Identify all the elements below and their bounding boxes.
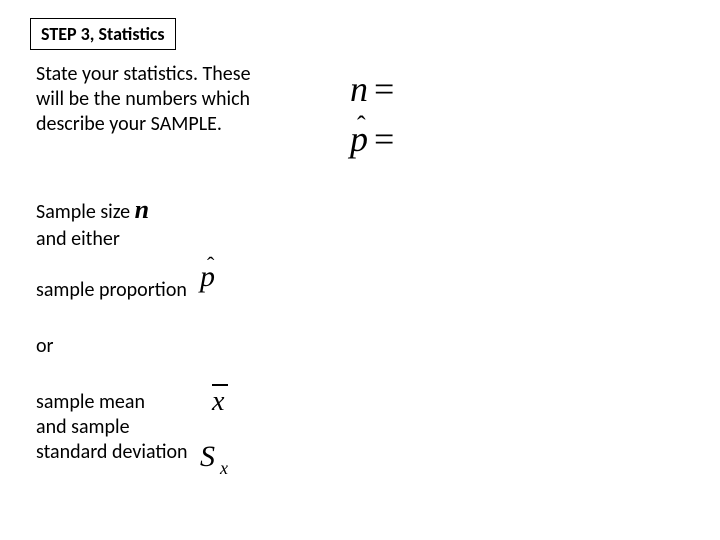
paragraph-sample-mean: sample mean and sample standard deviatio… — [36, 390, 188, 465]
symbol-phat-inline: p — [200, 260, 215, 294]
paragraph-sample-proportion: sample proportion — [36, 278, 187, 303]
paragraph-intro: State your statistics. These will be the… — [36, 62, 266, 137]
text-std-dev: standard deviation — [36, 440, 188, 464]
equation-phat-equals: = — [368, 119, 394, 159]
paragraph-sample-size: Sample size n and either — [36, 194, 149, 252]
step-header-label: STEP 3, Statistics — [41, 23, 165, 45]
text-and-either: and either — [36, 227, 120, 251]
symbol-xbar-inline: x — [212, 386, 224, 418]
symbol-sx-subscript: x — [220, 458, 228, 479]
equation-phat: p= — [350, 118, 394, 160]
paragraph-or: or — [36, 334, 54, 359]
text-sample-mean: sample mean — [36, 390, 145, 414]
equation-n-var: n — [350, 69, 368, 109]
equation-n-equals: = — [368, 69, 394, 109]
text-sample-size: Sample size — [36, 200, 130, 224]
step-header-box: STEP 3, Statistics — [30, 18, 176, 50]
equation-n: n= — [350, 68, 394, 110]
text-and-sample: and sample — [36, 415, 130, 439]
equation-phat-var: p — [350, 119, 368, 159]
symbol-sx-inline: S — [200, 440, 215, 474]
symbol-n-inline: n — [135, 195, 149, 224]
